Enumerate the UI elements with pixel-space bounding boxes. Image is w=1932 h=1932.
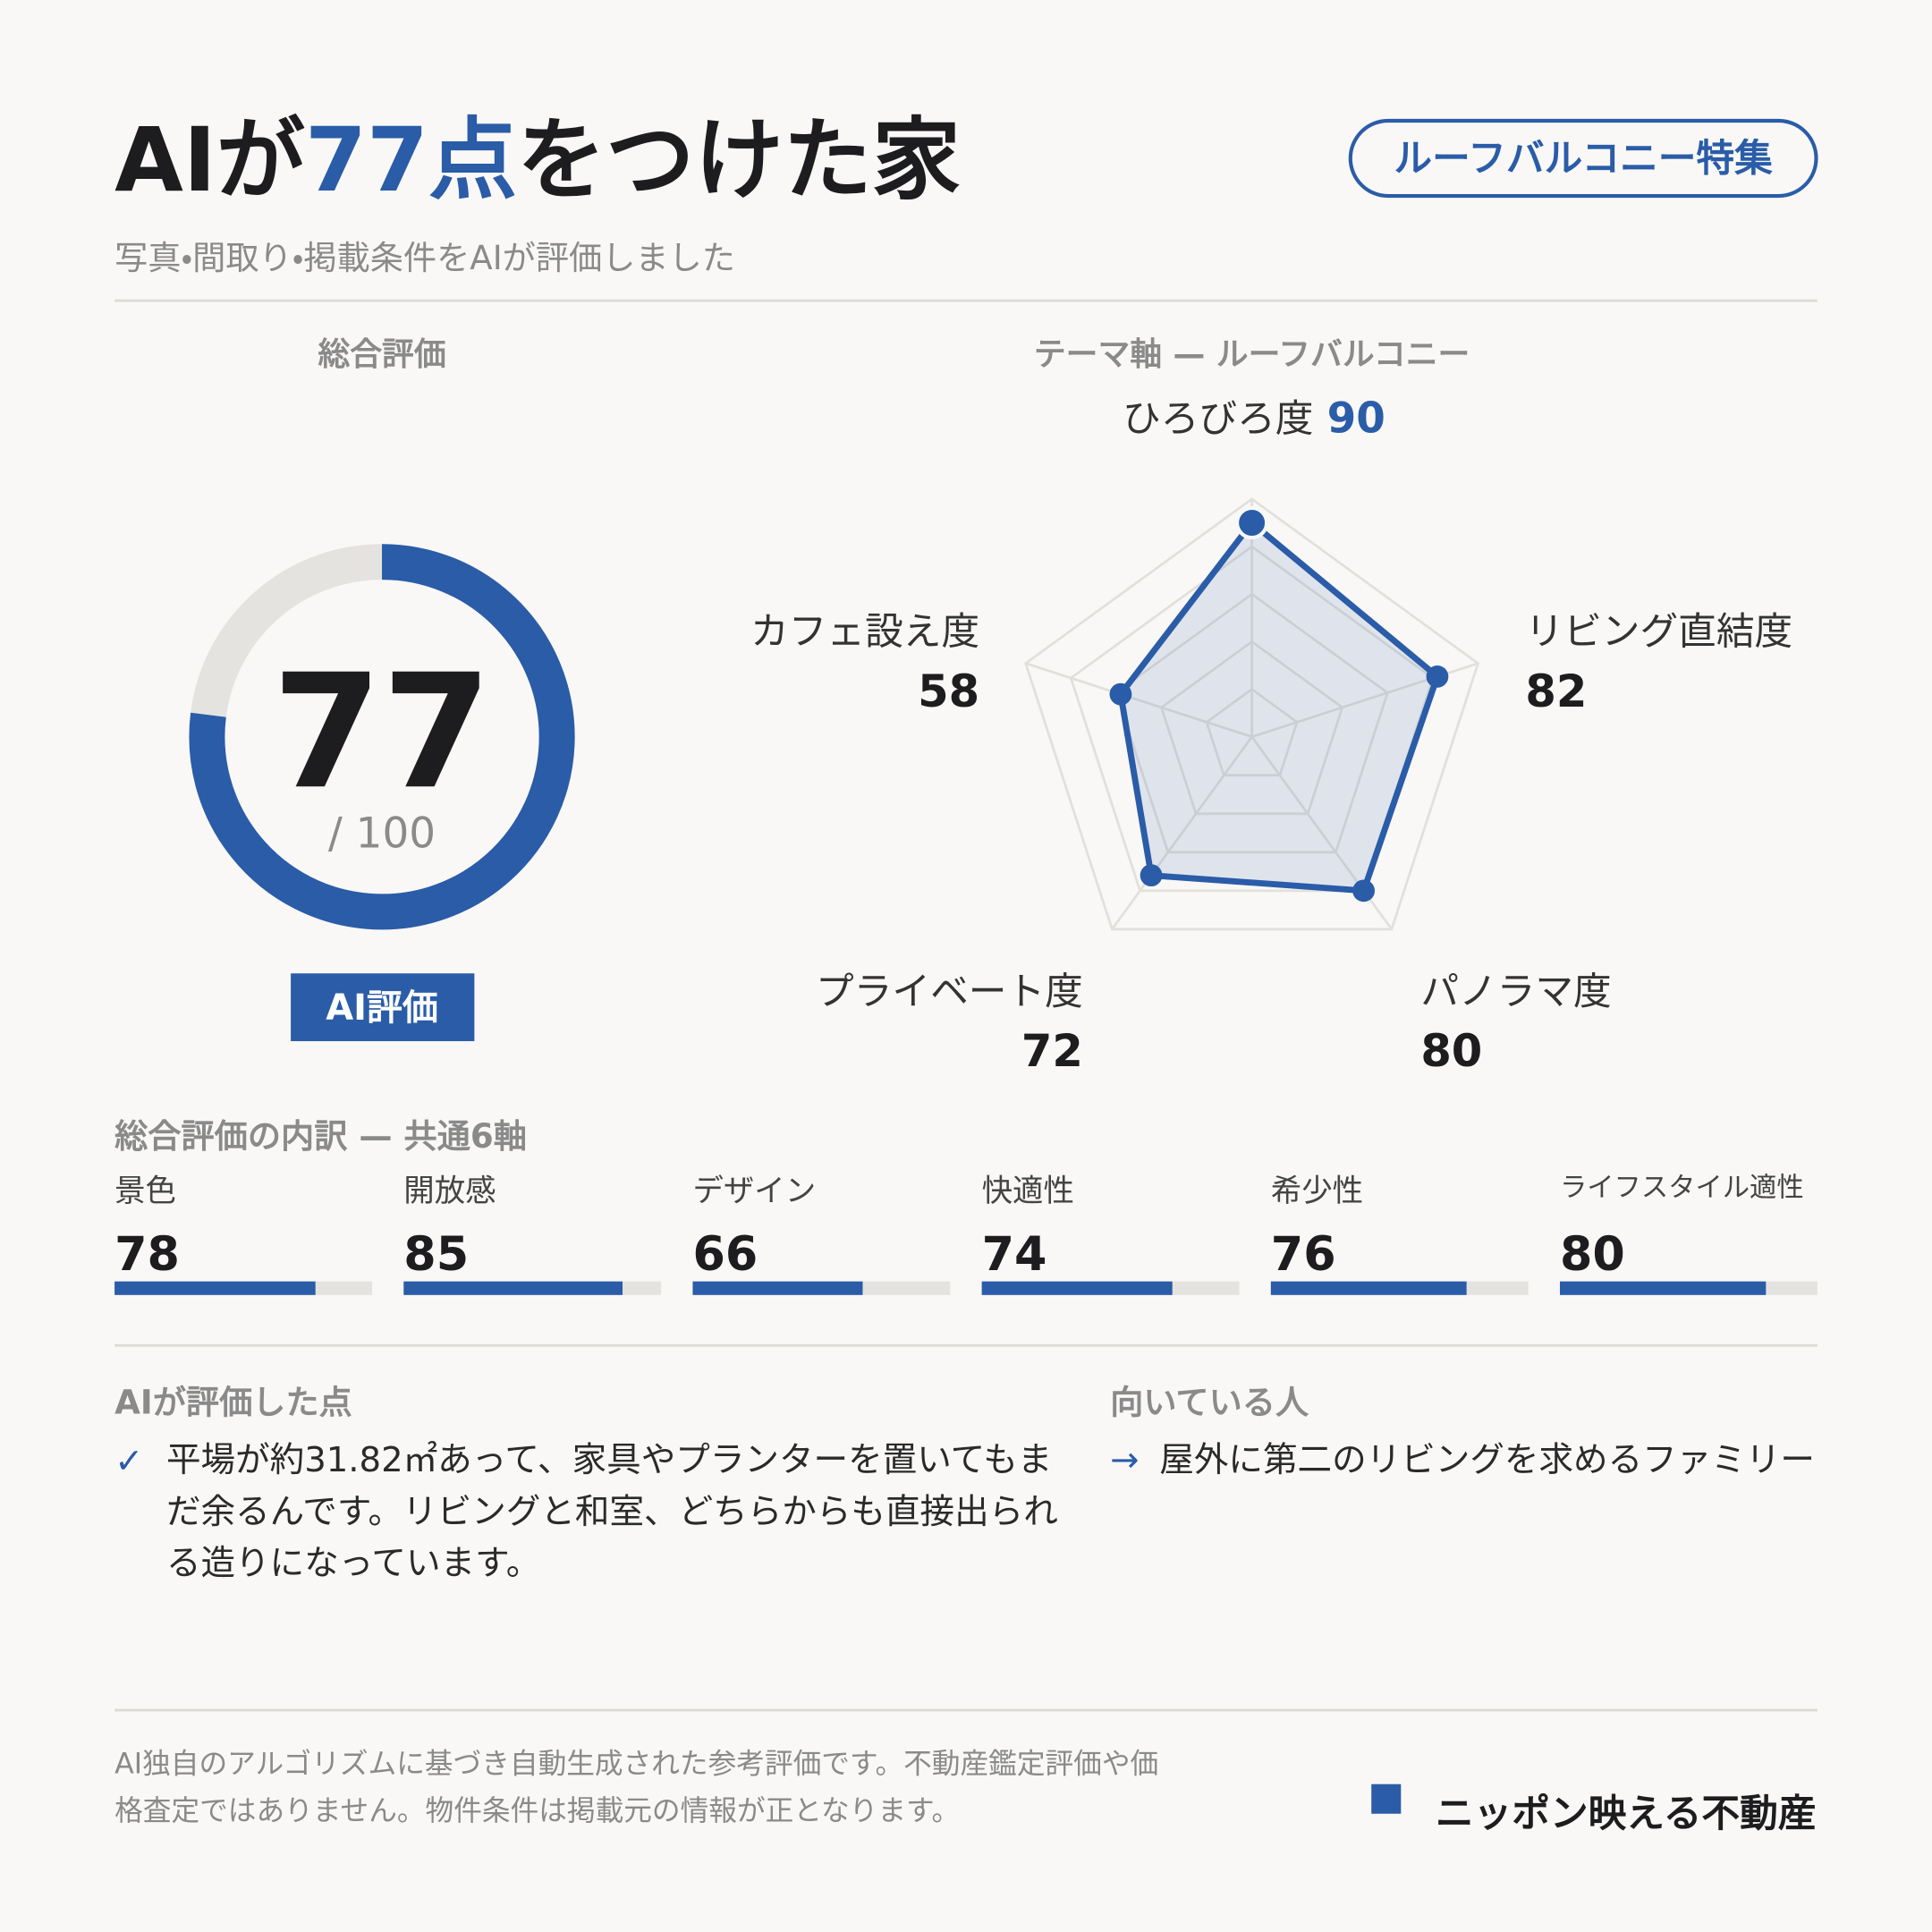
radar-value: 72 <box>1021 1025 1083 1077</box>
brand-mark <box>1371 1784 1402 1814</box>
bar-label: ライフスタイル適性 <box>1560 1172 1804 1203</box>
radar-point <box>1234 505 1269 540</box>
bar-value: 76 <box>1271 1227 1336 1282</box>
radar-label: パノラマ度 <box>1420 970 1611 1014</box>
gauge-value: 77 <box>272 640 491 824</box>
disclaimer-line: AI独自のアルゴリズムに基づき自動生成された参考評価です。不動産鑑定評価や価 <box>114 1749 1158 1781</box>
bar <box>114 1281 316 1295</box>
radar-value: 82 <box>1525 665 1587 717</box>
radar-point <box>1352 879 1376 902</box>
bar-value: 74 <box>982 1227 1047 1282</box>
gauge-arc <box>189 544 575 930</box>
gauge-title: 総合評価 <box>318 336 445 373</box>
bar-label: デザイン <box>692 1174 816 1209</box>
radar-grid <box>1205 687 1299 777</box>
arrow-icon: → <box>1110 1440 1139 1480</box>
radar-value: 90 <box>1327 394 1385 443</box>
bar-value: 66 <box>692 1227 758 1282</box>
gauge-max: / 100 <box>328 810 436 859</box>
bar <box>692 1281 863 1295</box>
radar-spoke <box>1111 735 1253 930</box>
bar-label: 希少性 <box>1271 1174 1363 1209</box>
radar-label: カフェ設え度 <box>750 610 979 655</box>
disclaimer-line: 格査定ではありません。物件条件は掲載元の情報が正となります。 <box>114 1795 960 1827</box>
bar-value: 80 <box>1560 1227 1625 1282</box>
badge <box>291 973 475 1042</box>
tag-pill <box>1348 118 1818 199</box>
radar-point <box>1426 665 1449 688</box>
tag: ルーフバルコニー特集 <box>1394 137 1773 182</box>
radar-area <box>1117 520 1441 894</box>
highlight-line: だ余るんです。リビングと和室、どちらからも直接出られ <box>166 1492 1058 1532</box>
title-part: AIが <box>114 109 305 212</box>
radar-grid <box>1024 497 1480 931</box>
bar-label: 景色 <box>114 1174 176 1209</box>
highlight-line: る造りになっています。 <box>166 1544 540 1584</box>
title-score: 77点 <box>305 109 517 212</box>
breakdown-title: 総合評価の内訳 — 共通6軸 <box>114 1116 527 1156</box>
highlight-line: 平場が約31.82㎡あって、家具やプランターを置いてもま <box>166 1440 1052 1480</box>
radar-value: 80 <box>1420 1025 1482 1077</box>
title-part: をつけた家 <box>517 109 961 212</box>
audience-title: 向いている人 <box>1110 1383 1309 1422</box>
badge-text: AI評価 <box>326 987 438 1029</box>
highlights-title: AIが評価した点 <box>114 1383 352 1422</box>
radar-label: ひろびろ度 <box>1123 396 1313 441</box>
title: AIが77点をつけた家 <box>114 109 961 212</box>
radar-grid <box>1159 640 1344 816</box>
check-icon: ✓ <box>114 1441 143 1481</box>
radar-value: 58 <box>918 665 979 717</box>
audience-text: 屋外に第二のリビングを求めるファミリー <box>1159 1440 1815 1480</box>
radar-label: プライベート度 <box>816 970 1083 1014</box>
bar-label: 快適性 <box>982 1174 1074 1209</box>
radar-grid <box>1069 545 1435 893</box>
bar <box>1270 1281 1467 1295</box>
subtitle: 写真・間取り・掲載条件をAIが評価しました <box>114 238 735 277</box>
radar-point <box>1109 682 1132 706</box>
bar <box>1559 1281 1767 1295</box>
bar <box>981 1281 1173 1295</box>
bar-label: 開放感 <box>403 1174 496 1209</box>
radar-point <box>1140 864 1163 887</box>
radar-title: テーマ軸 — ルーフバルコニー <box>1034 336 1470 373</box>
bar-value: 85 <box>403 1227 469 1282</box>
brand: ニッポン映える不動産 <box>1436 1792 1817 1836</box>
radar-grid <box>1114 592 1389 854</box>
bar <box>403 1281 623 1295</box>
bar-value: 78 <box>114 1227 180 1282</box>
radar-label: リビング直結度 <box>1525 610 1792 655</box>
radar-spoke <box>1025 662 1253 739</box>
